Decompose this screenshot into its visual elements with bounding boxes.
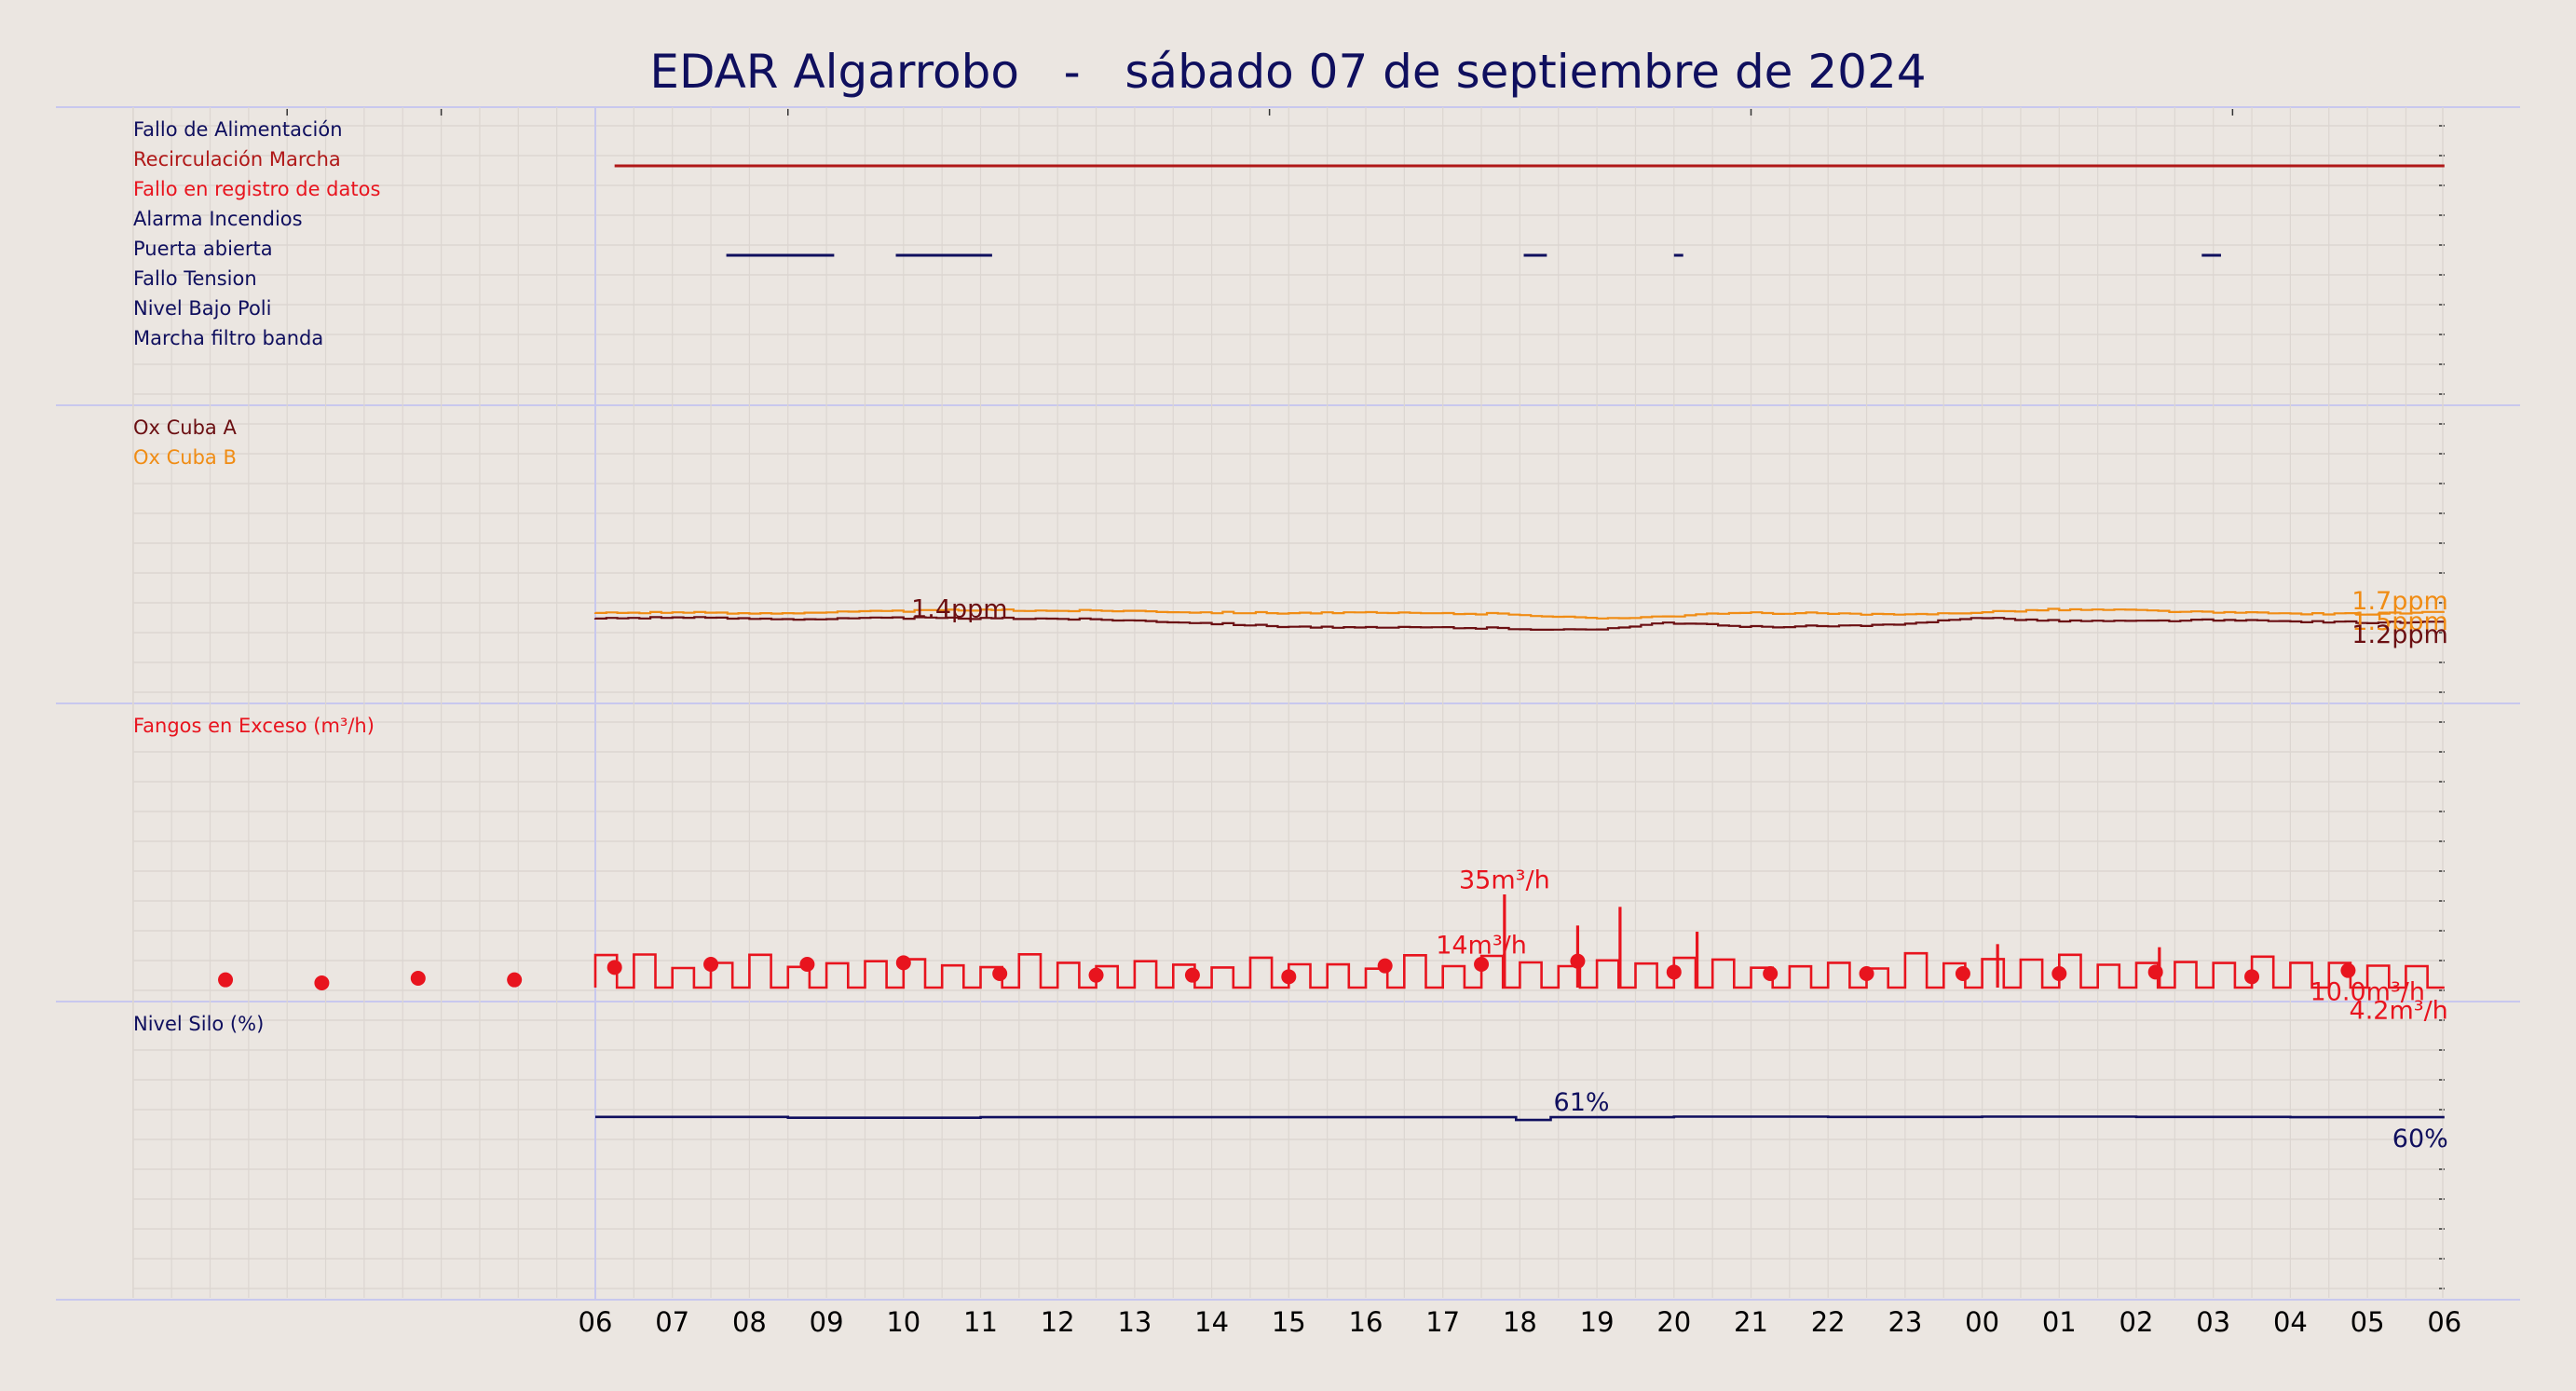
- x-tick-label: 11: [963, 1306, 998, 1338]
- series-line-ox-cuba-a: [593, 616, 2445, 631]
- fangos-point: [2340, 962, 2356, 978]
- x-tick-label: 12: [1041, 1306, 1075, 1338]
- x-tick-label: 15: [1272, 1306, 1306, 1338]
- alarm-label: Alarma Incendios: [133, 208, 303, 230]
- x-tick-label: 19: [1580, 1306, 1615, 1338]
- fangos-point: [2244, 969, 2260, 985]
- text-layer: 06 07 08 09 10 11 12 13 14 15 16 17 18 19 20 21 22 23 00 01…: [133, 118, 2461, 1338]
- fangos-point: [1666, 964, 1682, 980]
- series-line-ox-cuba-b: [593, 607, 2445, 620]
- x-tick-label: 10: [886, 1306, 920, 1338]
- data-label: 61%: [1554, 1088, 1610, 1117]
- fangos-point: [218, 972, 234, 988]
- fangos-point: [1281, 969, 1297, 985]
- x-tick-label: 16: [1349, 1306, 1383, 1338]
- data-label: 1.5ppm: [2351, 607, 2448, 636]
- alarm-label: Fallo Tension: [133, 267, 257, 290]
- fangos-point: [1088, 967, 1104, 983]
- fangos-point: [799, 957, 815, 972]
- alarm-label: Puerta abierta: [133, 238, 273, 260]
- marks-layer: [218, 164, 2445, 1122]
- data-label: 10.0m³/h: [2310, 977, 2425, 1006]
- x-tick-label: 17: [1425, 1306, 1460, 1338]
- x-tick-label: 09: [810, 1306, 844, 1338]
- alarm-label: Nivel Bajo Poli: [133, 297, 271, 320]
- fangos-point: [1859, 966, 1874, 981]
- grid-layer: [56, 106, 2520, 1301]
- fangos-point: [2051, 966, 2067, 981]
- x-tick-label: 06: [2427, 1306, 2461, 1338]
- fangos-point: [1474, 957, 1490, 972]
- fangos-point: [992, 966, 1008, 981]
- data-label: 1.7ppm: [2351, 587, 2448, 616]
- data-label: 4.2m³/h: [2350, 996, 2448, 1025]
- data-label: 14m³/h: [1436, 931, 1527, 960]
- alarm-label: Marcha filtro banda: [133, 327, 323, 349]
- series-label: Ox Cuba A: [133, 416, 237, 439]
- fangos-point: [2147, 964, 2163, 980]
- fangos-point: [895, 955, 911, 971]
- x-tick-label: 08: [732, 1306, 767, 1338]
- fangos-point: [1184, 967, 1200, 983]
- x-tick-label: 03: [2196, 1306, 2230, 1338]
- x-tick-label: 22: [1811, 1306, 1846, 1338]
- series-line-nivel-silo: [595, 1115, 2445, 1122]
- series-label: Nivel Silo (%): [133, 1013, 264, 1035]
- series-line-fangos: [593, 951, 2445, 989]
- fangos-point: [507, 972, 523, 988]
- alarm-label: Fallo en registro de datos: [133, 178, 380, 200]
- x-tick-label: 23: [1888, 1306, 1922, 1338]
- x-tick-label: 21: [1734, 1306, 1768, 1338]
- chart-title: EDAR Algarrobo - sábado 07 de septiembre…: [649, 45, 1927, 99]
- x-tick-label: 20: [1656, 1306, 1691, 1338]
- fangos-point: [1955, 966, 1970, 981]
- x-tick-label: 13: [1117, 1306, 1152, 1338]
- alarm-label: Recirculación Marcha: [133, 148, 341, 170]
- alarm-label: Fallo de Alimentación: [133, 118, 343, 141]
- x-tick-label: 06: [579, 1306, 613, 1338]
- fangos-point: [410, 971, 426, 986]
- x-tick-label: 00: [1965, 1306, 1999, 1338]
- series-label: Ox Cuba B: [133, 446, 237, 469]
- x-tick-label: 05: [2351, 1306, 2385, 1338]
- fangos-point: [607, 960, 622, 975]
- fangos-point: [1377, 958, 1393, 974]
- x-tick-label: 14: [1194, 1306, 1229, 1338]
- data-label: 60%: [2392, 1125, 2448, 1153]
- x-tick-label: 07: [655, 1306, 689, 1338]
- x-tick-label: 02: [2119, 1306, 2154, 1338]
- data-label: 35m³/h: [1459, 866, 1550, 894]
- series-label: Fangos en Exceso (m³/h): [133, 715, 375, 737]
- fangos-point: [703, 957, 719, 972]
- fangos-point: [1570, 953, 1586, 969]
- x-tick-label: 18: [1503, 1306, 1537, 1338]
- x-tick-label: 01: [2042, 1306, 2077, 1338]
- data-label: 1.2ppm: [2351, 620, 2448, 649]
- fangos-point: [1763, 966, 1779, 981]
- x-tick-label: 04: [2273, 1306, 2308, 1338]
- data-label: 1.4ppm: [911, 594, 1008, 623]
- fangos-point: [314, 975, 330, 990]
